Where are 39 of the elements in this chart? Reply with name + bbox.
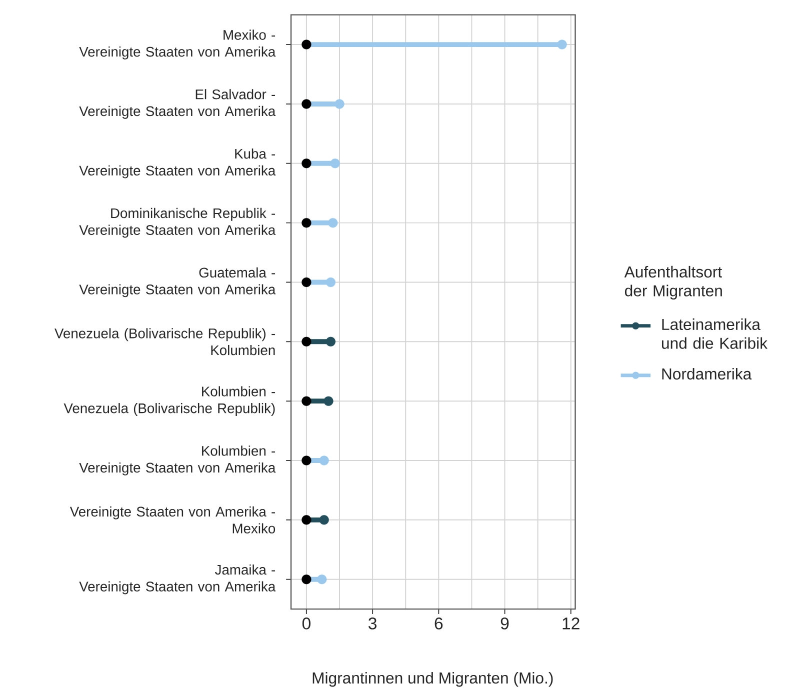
point [334,99,344,109]
y-tick-label: Jamaika - Vereinigte Staaten von Amerika [79,564,276,594]
point [328,218,338,228]
y-tick-label: Vereinigte Staaten von Amerika - Mexiko [70,506,276,534]
y-tick-label: Kuba - Vereinigte Staaten von Amerika [79,148,276,178]
x-tick-label: 12 [562,617,580,630]
point [326,336,336,346]
point [302,40,312,50]
point [302,574,312,584]
point [319,515,329,525]
point [317,574,327,584]
point [302,456,312,466]
x-tick-label: 9 [500,617,509,630]
point [302,277,312,287]
point [302,515,312,525]
point [302,99,312,109]
point [302,396,312,406]
point [302,158,312,168]
legend-title: Aufenthaltsort der Migranten [624,266,722,300]
point [302,218,312,228]
point [330,158,340,168]
x-axis-title: Migrantinnen und Migranten (Mio.) [312,672,553,687]
point [557,40,567,50]
x-tick-label: 6 [434,617,443,630]
y-tick-label: El Salvador - Vereinigte Staaten von Amerika [79,88,276,119]
y-tick-label: Dominikanische Republik - Vereinigte Staaten von Amerika [79,208,276,238]
y-tick-label: Kolumbien - Vereinigte Staaten von Amerika [79,446,276,476]
point [326,277,336,287]
x-tick-label: 3 [368,617,376,630]
point [302,336,312,346]
legend-label: Nordamerika [662,368,752,380]
y-tick-label: Mexiko - Vereinigte Staaten von Amerika [79,30,276,60]
y-tick-label: Venezuela (Bolivarische Republik) - Kolumbien [54,328,275,356]
y-tick-label: Guatemala - Vereinigte Staaten von Amerika [79,267,276,298]
point [319,456,329,466]
legend-label: Lateinamerika und die Karibik [662,318,768,349]
x-tick-label: 0 [302,617,310,630]
y-tick-label: Kolumbien - Venezuela (Bolivarische Republik) [64,386,276,416]
point [324,396,334,406]
